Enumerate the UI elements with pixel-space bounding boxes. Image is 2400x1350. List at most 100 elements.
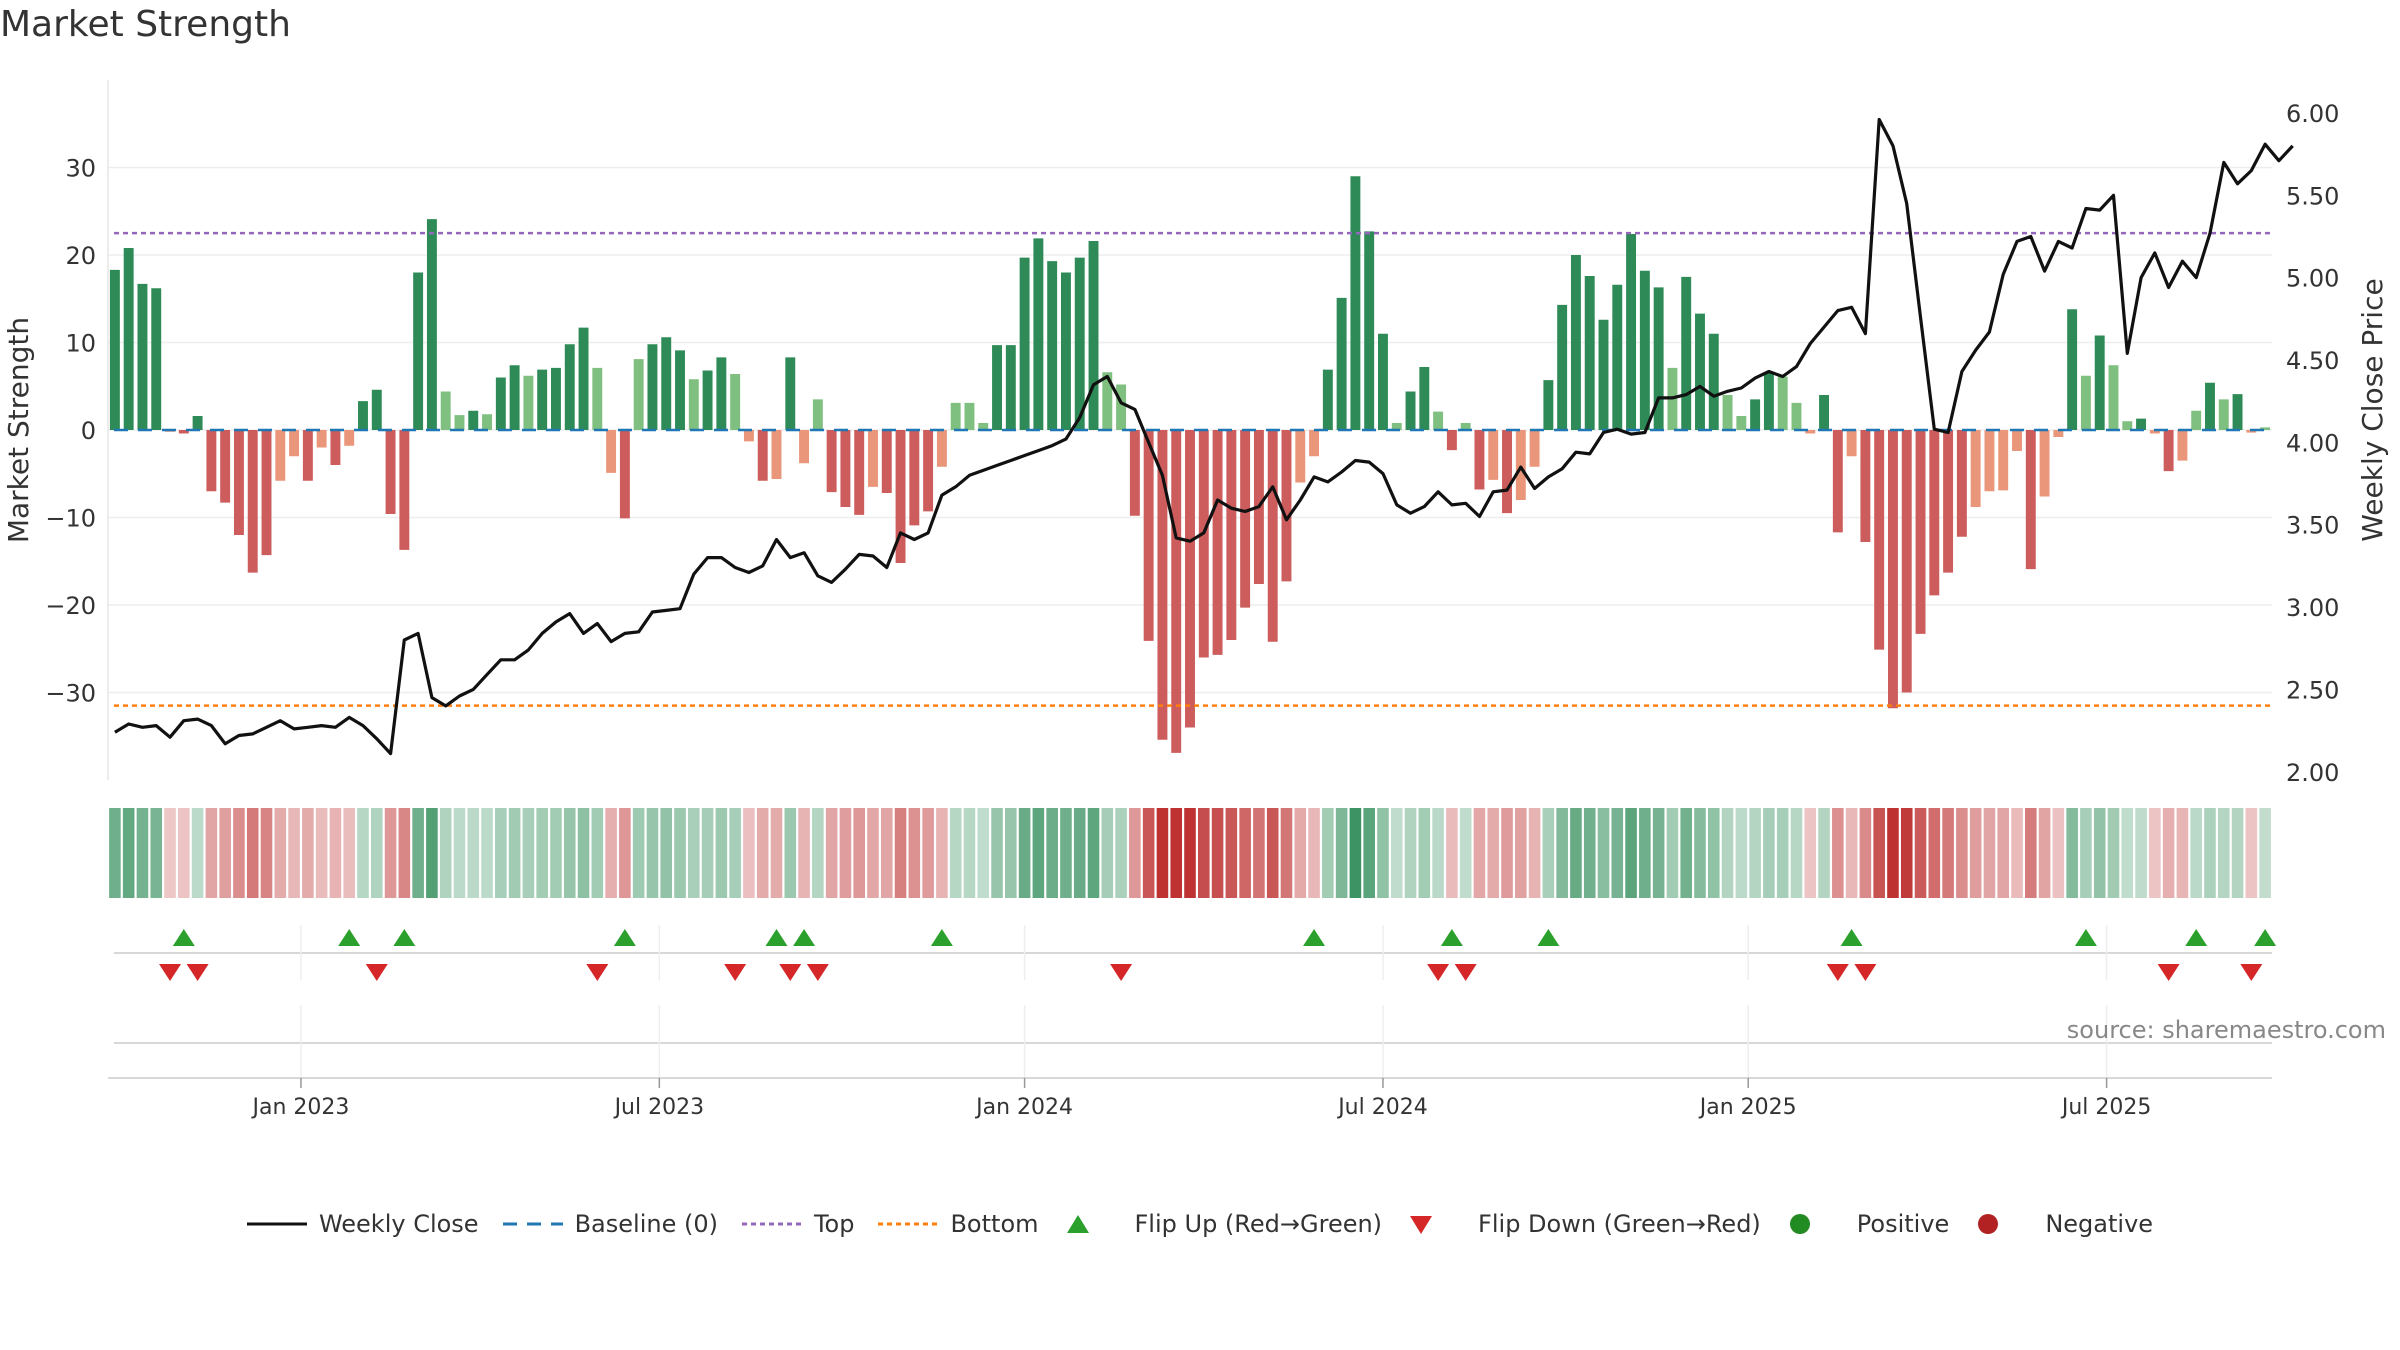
heatmap-cell — [109, 808, 121, 898]
heatmap-cell — [1432, 808, 1444, 898]
heatmap-cell — [1914, 808, 1927, 898]
strength-bar — [1708, 333, 1719, 430]
flip-up-marker — [393, 929, 416, 946]
strength-bar — [344, 430, 355, 446]
heatmap-cell — [880, 808, 893, 898]
strength-heatmap-strip — [109, 808, 2271, 898]
strength-bar — [109, 269, 120, 430]
heatmap-cell — [1266, 808, 1279, 898]
heatmap-cell — [1487, 808, 1500, 898]
heatmap-cell — [563, 808, 576, 898]
heatmap-cell — [1280, 808, 1293, 898]
flip-up-marker — [2074, 929, 2097, 946]
y2-tick-label: 2.00 — [2286, 759, 2339, 787]
heatmap-cell — [922, 808, 934, 898]
heatmap-cell — [2080, 808, 2092, 898]
heatmap-cell — [1308, 808, 1320, 898]
heatmap-cell — [1253, 808, 1265, 898]
strength-bar — [2094, 335, 2105, 430]
strength-bar — [302, 430, 313, 481]
strength-bar — [606, 430, 617, 473]
flip-down-marker — [2157, 964, 2180, 981]
legend-item: Negative — [1973, 1210, 2153, 1238]
heatmap-cell — [1322, 808, 1334, 898]
heatmap-cell — [343, 808, 355, 898]
strength-bar — [1805, 430, 1816, 434]
heatmap-cell — [1473, 808, 1486, 898]
heatmap-cell — [743, 808, 755, 898]
strength-bar — [233, 430, 244, 535]
strength-bar — [2122, 421, 2133, 430]
strength-bar — [1446, 430, 1457, 451]
legend-label: Top — [813, 1210, 855, 1238]
y-tick-label: −30 — [45, 680, 96, 708]
strength-bar — [826, 430, 837, 493]
strength-bar — [1681, 276, 1692, 430]
strength-bar — [950, 402, 961, 430]
weekly-close-line — [114, 117, 2294, 756]
y2-tick-label: 3.50 — [2286, 512, 2339, 540]
tri-up-legend-icon — [1066, 1215, 1089, 1233]
heatmap-cell — [991, 808, 1003, 898]
heatmap-cell — [2231, 808, 2244, 898]
strength-bar — [151, 288, 162, 430]
strength-bar — [2205, 382, 2215, 430]
strength-bar — [1019, 257, 1030, 430]
strength-bar — [192, 416, 203, 430]
y-tick-label: 0 — [81, 417, 96, 445]
heatmap-cell — [1694, 808, 1706, 898]
heatmap-cell — [1928, 808, 1941, 898]
strength-bar — [1584, 276, 1595, 430]
heatmap-cell — [1294, 808, 1307, 898]
heatmap-cell — [908, 808, 921, 898]
flip-down-marker — [1110, 964, 1133, 981]
flip-down-marker — [159, 964, 182, 981]
flip-down-marker — [365, 964, 388, 981]
legend-label: Bottom — [950, 1210, 1039, 1238]
flip-down-marker — [1454, 964, 1477, 981]
strength-bar — [1074, 257, 1085, 430]
heatmap-cell — [936, 808, 948, 898]
heatmap-cell — [150, 808, 163, 898]
strength-bar — [1984, 430, 1995, 492]
heatmap-cell — [729, 808, 741, 898]
heatmap-cell — [798, 808, 810, 898]
heatmap-cell — [577, 808, 590, 898]
strength-bar — [661, 337, 672, 430]
x-axis: Jan 2023 Jul 2023 Jan 2024 Jul 2024 Jan 2025… — [108, 1077, 2272, 1120]
heatmap-cell — [1170, 808, 1183, 898]
heatmap-cell — [1184, 808, 1196, 898]
strength-bar — [1405, 391, 1416, 430]
heatmap-cell — [619, 808, 631, 898]
strength-bar — [261, 430, 272, 556]
heatmap-cell — [1625, 808, 1637, 898]
y2-tick-label: 5.50 — [2286, 182, 2339, 210]
strength-bar — [1391, 423, 1402, 430]
legend-label: Baseline (0) — [574, 1210, 718, 1238]
strength-bar — [1626, 234, 1637, 430]
flip-up-marker — [2185, 929, 2208, 946]
y-tick-label: −20 — [45, 592, 96, 620]
heatmap-cell — [1845, 808, 1858, 898]
heatmap-cell — [674, 808, 686, 898]
x-tick-label: Jan 2023 — [251, 1095, 350, 1120]
heatmap-cell — [1652, 808, 1665, 898]
heatmap-cell — [1018, 808, 1031, 898]
heatmap-cell — [646, 808, 659, 898]
strength-bar — [330, 430, 341, 465]
heatmap-cell — [1101, 808, 1114, 898]
heatmap-cell — [260, 808, 273, 898]
strength-bar — [2136, 418, 2147, 430]
heatmap-cell — [1459, 808, 1472, 898]
flip-markers — [114, 925, 2277, 1080]
strength-bar — [440, 391, 451, 430]
heatmap-cell — [701, 808, 714, 898]
heatmap-cell — [329, 808, 342, 898]
strength-bar — [413, 272, 424, 430]
heatmap-cell — [467, 808, 480, 898]
heatmap-cell — [1597, 808, 1610, 898]
heatmap-cell — [2259, 808, 2271, 898]
strength-bar — [178, 430, 189, 434]
x-tick-label: Jul 2025 — [2060, 1095, 2152, 1120]
strength-bar — [2191, 410, 2202, 430]
